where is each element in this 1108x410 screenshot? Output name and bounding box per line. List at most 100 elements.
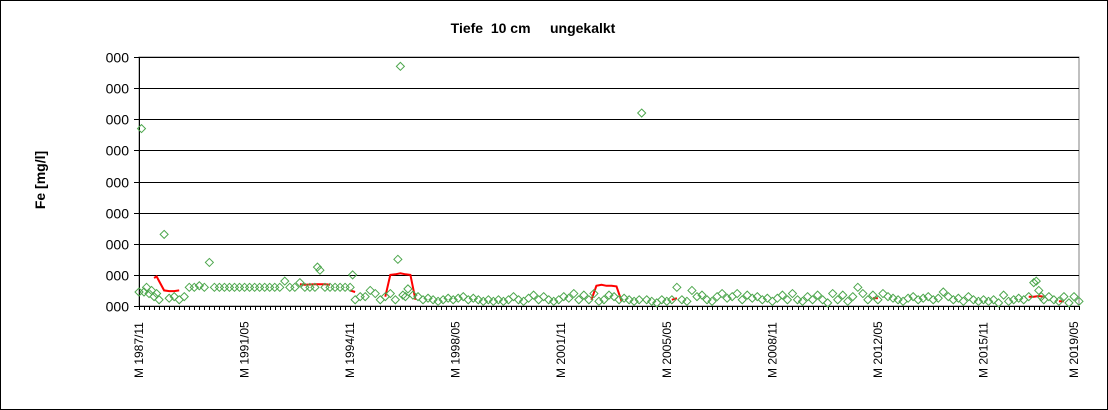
- data-point-marker: [408, 290, 418, 300]
- data-point-marker: [204, 257, 215, 268]
- x-tick-label: M 2012/05: [871, 321, 885, 378]
- data-point-marker: [938, 287, 948, 297]
- data-point-marker: [498, 296, 509, 307]
- data-point-marker: [647, 296, 657, 307]
- data-point-marker: [478, 296, 489, 307]
- data-point-marker: [468, 293, 478, 303]
- data-point-marker: [385, 288, 396, 299]
- data-point-marker: [1049, 295, 1059, 305]
- series-line-segment: [671, 297, 678, 301]
- series-line-segment: [590, 283, 623, 302]
- data-point-marker: [737, 295, 747, 305]
- data-point-marker: [609, 291, 619, 302]
- data-point-marker: [792, 295, 803, 305]
- y-tick-label: 000: [106, 81, 130, 97]
- data-point-marker: [146, 285, 157, 296]
- data-point-marker: [988, 295, 999, 305]
- x-tick-label: M 2005/05: [660, 321, 674, 378]
- data-point-marker: [717, 288, 727, 299]
- data-point-marker: [873, 295, 883, 305]
- data-point-marker: [787, 288, 798, 299]
- x-tick-label: M 2019/05: [1067, 321, 1081, 378]
- data-point-marker: [144, 288, 154, 299]
- data-point-marker: [762, 293, 773, 303]
- y-tick-label: 000: [106, 206, 130, 222]
- data-point-marker: [589, 288, 599, 299]
- data-point-marker: [604, 290, 614, 300]
- data-point-marker: [777, 290, 788, 300]
- data-point-marker: [1024, 291, 1034, 302]
- data-point-marker: [853, 282, 863, 293]
- data-point-marker: [194, 281, 205, 291]
- x-tick-label: M 1994/11: [343, 322, 357, 378]
- data-point-marker: [807, 295, 818, 305]
- data-point-marker: [473, 295, 484, 305]
- data-point-marker: [878, 288, 888, 299]
- data-point-marker: [1054, 296, 1064, 307]
- data-point-marker: [662, 296, 672, 307]
- data-point-marker: [998, 290, 1009, 300]
- data-point-marker: [1059, 291, 1069, 302]
- data-point-marker: [629, 296, 639, 307]
- data-point-marker: [933, 293, 943, 303]
- data-point-marker: [978, 295, 989, 305]
- data-point-marker: [151, 288, 162, 299]
- data-point-marker: [1034, 285, 1044, 296]
- data-point-marker: [928, 295, 938, 305]
- x-tick-label: M 1991/05: [238, 321, 252, 378]
- data-point-marker: [458, 291, 468, 302]
- data-point-marker: [345, 282, 355, 293]
- data-point-marker: [423, 293, 433, 303]
- data-point-marker: [1029, 277, 1039, 288]
- data-point-marker: [438, 295, 448, 305]
- data-point-marker: [817, 295, 828, 305]
- data-point-marker: [677, 295, 687, 305]
- chart-title: Tiefe 10 cm ungekalkt: [450, 20, 616, 36]
- data-point-marker: [827, 288, 838, 299]
- data-point-marker: [179, 291, 189, 302]
- data-point-marker: [692, 291, 702, 302]
- data-point-marker: [893, 295, 903, 305]
- y-tick-label: 000: [106, 50, 130, 66]
- data-point-marker: [797, 296, 808, 307]
- data-point-marker: [1064, 298, 1074, 308]
- data-point-marker: [1003, 296, 1014, 307]
- y-tick-label: 000: [106, 143, 130, 159]
- data-point-marker: [757, 295, 768, 305]
- x-tick-label: M 2015/11: [976, 322, 990, 378]
- data-point-marker: [983, 296, 994, 307]
- data-point-marker: [159, 229, 169, 240]
- data-point-marker: [584, 295, 594, 305]
- data-point-marker: [918, 293, 928, 303]
- series-line-segment: [153, 274, 180, 293]
- data-point-marker: [508, 291, 519, 302]
- data-point-marker: [599, 295, 609, 305]
- data-point-marker: [948, 295, 959, 305]
- data-point-marker: [843, 296, 853, 307]
- data-point-marker: [275, 282, 285, 293]
- series-line-segment: [1028, 294, 1044, 298]
- data-point-marker: [802, 291, 813, 302]
- data-point-marker: [154, 295, 164, 305]
- data-point-marker: [641, 295, 652, 305]
- data-point-marker: [594, 296, 604, 307]
- data-point-marker: [732, 288, 742, 299]
- data-point-marker: [360, 291, 370, 302]
- data-point-marker: [141, 282, 152, 293]
- data-point-marker: [483, 295, 494, 305]
- data-point-marker: [189, 282, 200, 293]
- data-point-marker: [943, 291, 954, 302]
- data-point-marker: [564, 293, 574, 303]
- data-point-marker: [136, 123, 147, 134]
- data-point-marker: [295, 277, 305, 288]
- data-point-marker: [347, 270, 358, 280]
- data-point-marker: [883, 291, 893, 302]
- data-point-marker: [488, 296, 499, 307]
- y-tick-label: 000: [106, 175, 130, 191]
- data-point-marker: [913, 295, 923, 305]
- data-point-marker: [614, 295, 624, 305]
- data-point-marker: [493, 295, 504, 305]
- data-point-marker: [453, 293, 463, 303]
- data-point-marker: [752, 291, 762, 302]
- data-point-marker: [395, 61, 406, 72]
